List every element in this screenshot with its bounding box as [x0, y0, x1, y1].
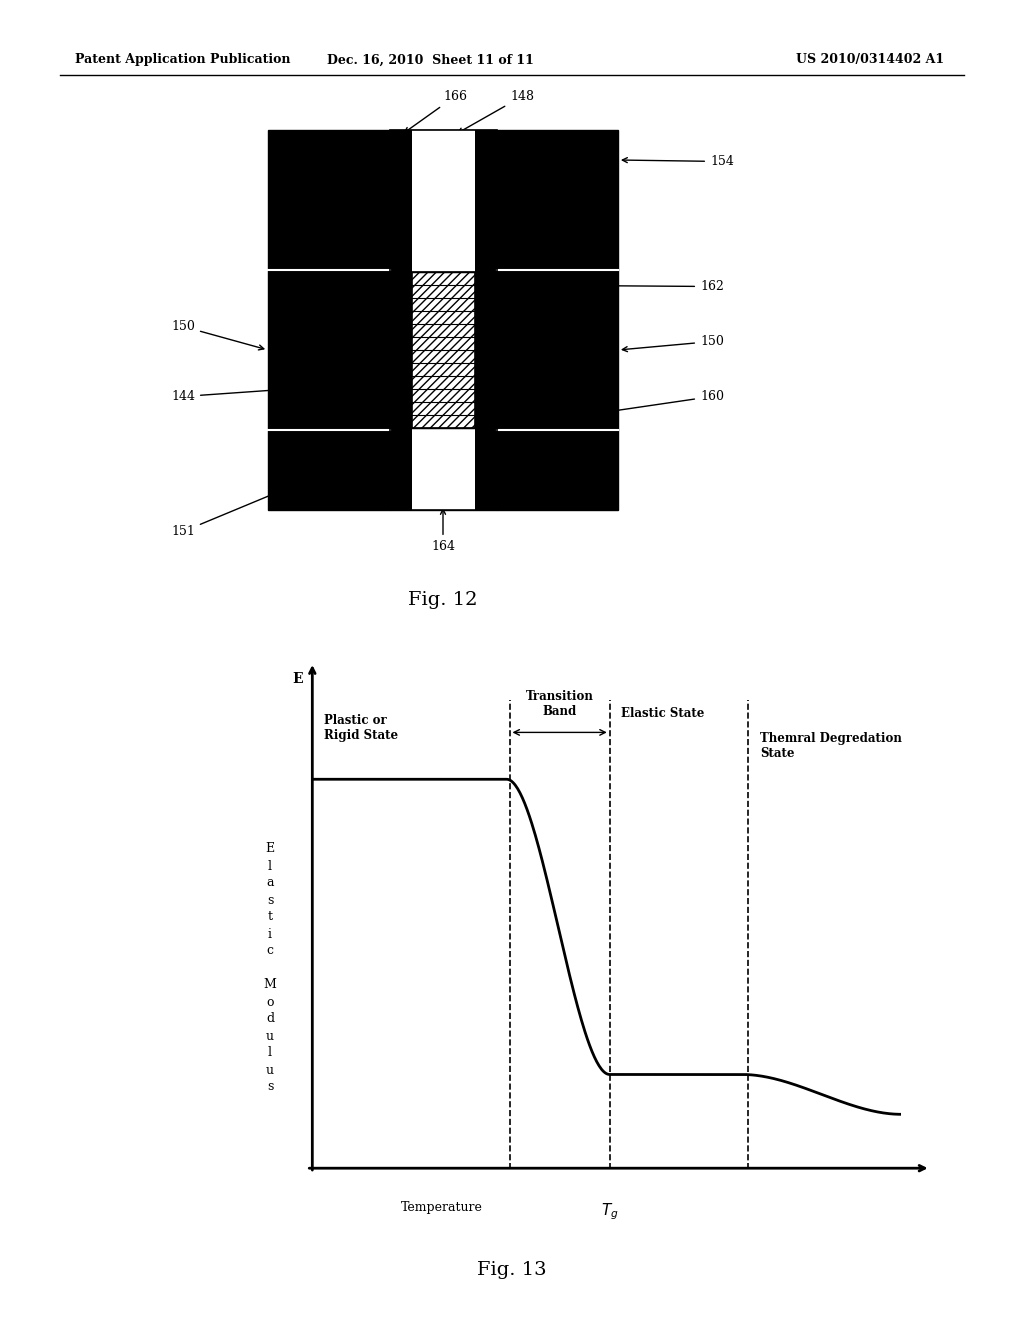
Text: Dec. 16, 2010  Sheet 11 of 11: Dec. 16, 2010 Sheet 11 of 11	[327, 54, 534, 66]
Text: Patent Application Publication: Patent Application Publication	[75, 54, 291, 66]
Bar	[475, 129, 497, 510]
Text: Temperature: Temperature	[401, 1201, 482, 1214]
Bar	[390, 129, 497, 510]
Text: 151: 151	[171, 491, 279, 539]
Text: 160: 160	[502, 389, 724, 429]
Text: US 2010/0314402 A1: US 2010/0314402 A1	[796, 54, 944, 66]
Bar	[390, 129, 412, 510]
Text: 150: 150	[623, 335, 724, 351]
Text: 148: 148	[458, 90, 534, 133]
Text: E: E	[292, 672, 303, 685]
Bar	[390, 129, 497, 510]
Text: 164: 164	[431, 510, 455, 553]
Bar	[268, 129, 390, 510]
Text: 150: 150	[171, 319, 264, 350]
Bar	[497, 129, 618, 510]
Text: Transition
Band: Transition Band	[525, 690, 594, 718]
Text: Plastic or
Rigid State: Plastic or Rigid State	[324, 714, 398, 742]
Text: 162: 162	[502, 280, 724, 293]
Text: Fig. 12: Fig. 12	[409, 591, 478, 609]
Bar	[412, 272, 475, 428]
Text: 144: 144	[171, 378, 413, 403]
Text: E
l
a
s
t
i
c

M
o
d
u
l
u
s: E l a s t i c M o d u l u s	[263, 842, 276, 1093]
Text: 154: 154	[623, 154, 734, 168]
Bar	[412, 428, 475, 510]
Bar	[412, 129, 475, 272]
Text: Elastic State: Elastic State	[622, 708, 705, 721]
Text: Themral Degredation
State: Themral Degredation State	[760, 733, 902, 760]
Text: $T_g$: $T_g$	[601, 1201, 618, 1221]
Text: 166: 166	[404, 90, 467, 132]
Text: Fig. 13: Fig. 13	[477, 1261, 547, 1279]
